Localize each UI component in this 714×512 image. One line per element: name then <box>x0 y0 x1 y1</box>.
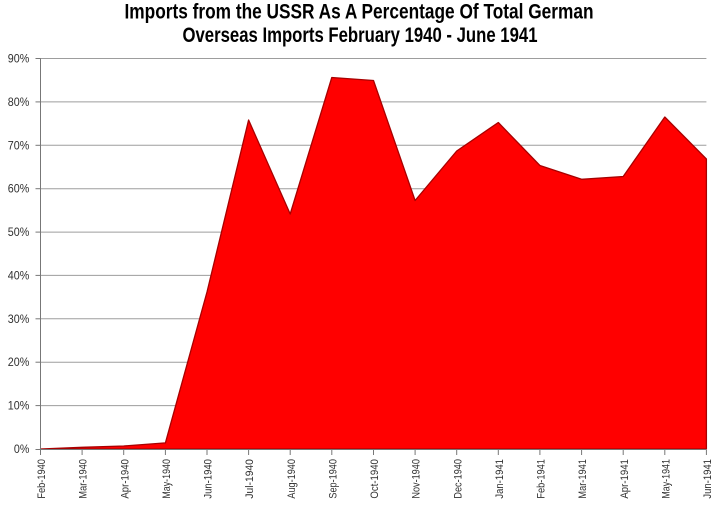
svg-text:Feb-1941: Feb-1941 <box>536 459 548 499</box>
svg-text:Mar-1940: Mar-1940 <box>78 459 90 499</box>
svg-text:Nov-1940: Nov-1940 <box>411 459 423 499</box>
svg-text:Jun-1941: Jun-1941 <box>702 459 714 499</box>
svg-text:Imports from the USSR As A Per: Imports from the USSR As A Percentage Of… <box>125 1 594 24</box>
svg-text:50%: 50% <box>8 225 30 239</box>
svg-text:10%: 10% <box>8 399 30 413</box>
svg-text:Jun-1940: Jun-1940 <box>203 459 215 499</box>
svg-text:60%: 60% <box>8 182 30 196</box>
svg-text:Jan-1941: Jan-1941 <box>494 459 506 499</box>
svg-text:May-1941: May-1941 <box>660 459 672 499</box>
svg-text:Dec-1940: Dec-1940 <box>452 459 464 499</box>
svg-text:30%: 30% <box>8 312 30 326</box>
svg-text:90%: 90% <box>8 52 30 66</box>
svg-text:Aug-1940: Aug-1940 <box>286 459 298 499</box>
svg-text:Feb-1940: Feb-1940 <box>36 459 48 499</box>
svg-text:Sep-1940: Sep-1940 <box>327 459 339 499</box>
svg-text:20%: 20% <box>8 355 30 369</box>
svg-text:Overseas Imports February 1940: Overseas Imports February 1940 - June 19… <box>183 24 538 47</box>
svg-text:40%: 40% <box>8 268 30 282</box>
svg-text:Apr-1940: Apr-1940 <box>119 459 131 499</box>
svg-text:70%: 70% <box>8 138 30 152</box>
svg-text:Apr-1941: Apr-1941 <box>619 459 631 499</box>
svg-text:Oct-1940: Oct-1940 <box>369 459 381 499</box>
svg-text:May-1940: May-1940 <box>161 459 173 499</box>
svg-text:Mar-1941: Mar-1941 <box>577 459 589 499</box>
svg-text:80%: 80% <box>8 95 30 109</box>
svg-text:Jul-1940: Jul-1940 <box>244 459 256 499</box>
svg-text:0%: 0% <box>14 442 30 456</box>
